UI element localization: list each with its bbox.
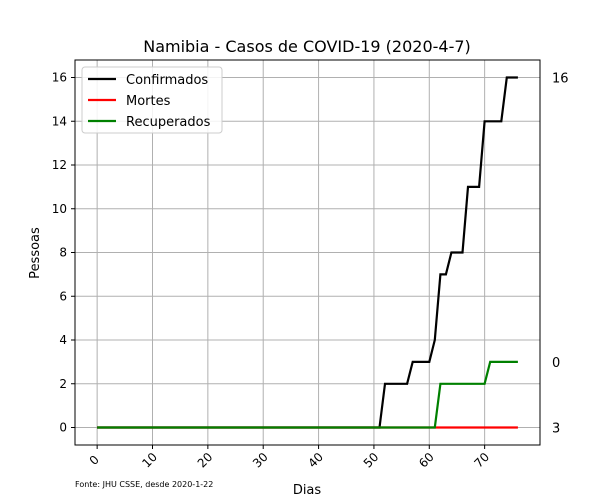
y-tick-label: 2 xyxy=(59,377,67,391)
y-tick-label: 12 xyxy=(52,158,67,172)
x-tick-label: 50 xyxy=(361,450,382,471)
y-axis-ticks: 0 2 4 6 8 10 12 14 16 xyxy=(52,71,75,435)
series-line-recuperados xyxy=(97,360,518,429)
x-tick-label: 20 xyxy=(195,450,216,471)
y-axis-label: Pessoas xyxy=(28,227,43,279)
source-note: Fonte: JHU CSSE, desde 2020-1-22 xyxy=(75,480,213,489)
series-lines xyxy=(97,76,518,429)
x-axis-label: Dias xyxy=(293,483,322,498)
x-tick-label: 40 xyxy=(305,450,326,471)
legend-label: Confirmados xyxy=(126,73,208,88)
series-line-confirmados xyxy=(97,76,518,429)
chart-title: Namibia - Casos de COVID-19 (2020-4-7) xyxy=(143,37,471,56)
y-tick-label: 0 xyxy=(59,421,67,435)
legend-box xyxy=(81,66,223,134)
x-tick-label: 10 xyxy=(139,450,160,471)
x-axis-ticks: 0 10 20 30 40 50 60 70 xyxy=(87,445,492,471)
end-label-recuperados: 0 xyxy=(552,356,560,371)
end-label-confirmados: 16 xyxy=(552,72,569,87)
y-tick-label: 10 xyxy=(52,202,67,216)
legend-label: Recuperados xyxy=(126,115,211,130)
y-tick-label: 6 xyxy=(59,289,67,303)
y-tick-label: 16 xyxy=(52,71,67,85)
y-tick-label: 4 xyxy=(59,333,67,347)
end-label-mortes: 3 xyxy=(552,422,560,437)
legend-label: Mortes xyxy=(126,94,171,109)
y-tick-label: 14 xyxy=(52,114,67,128)
x-tick-label: 0 xyxy=(87,453,102,468)
x-tick-label: 60 xyxy=(416,450,437,471)
x-tick-label: 70 xyxy=(471,450,492,471)
x-tick-label: 30 xyxy=(250,450,271,471)
legend: Confirmados Mortes Recuperados xyxy=(81,66,223,134)
y-tick-label: 8 xyxy=(59,246,67,260)
